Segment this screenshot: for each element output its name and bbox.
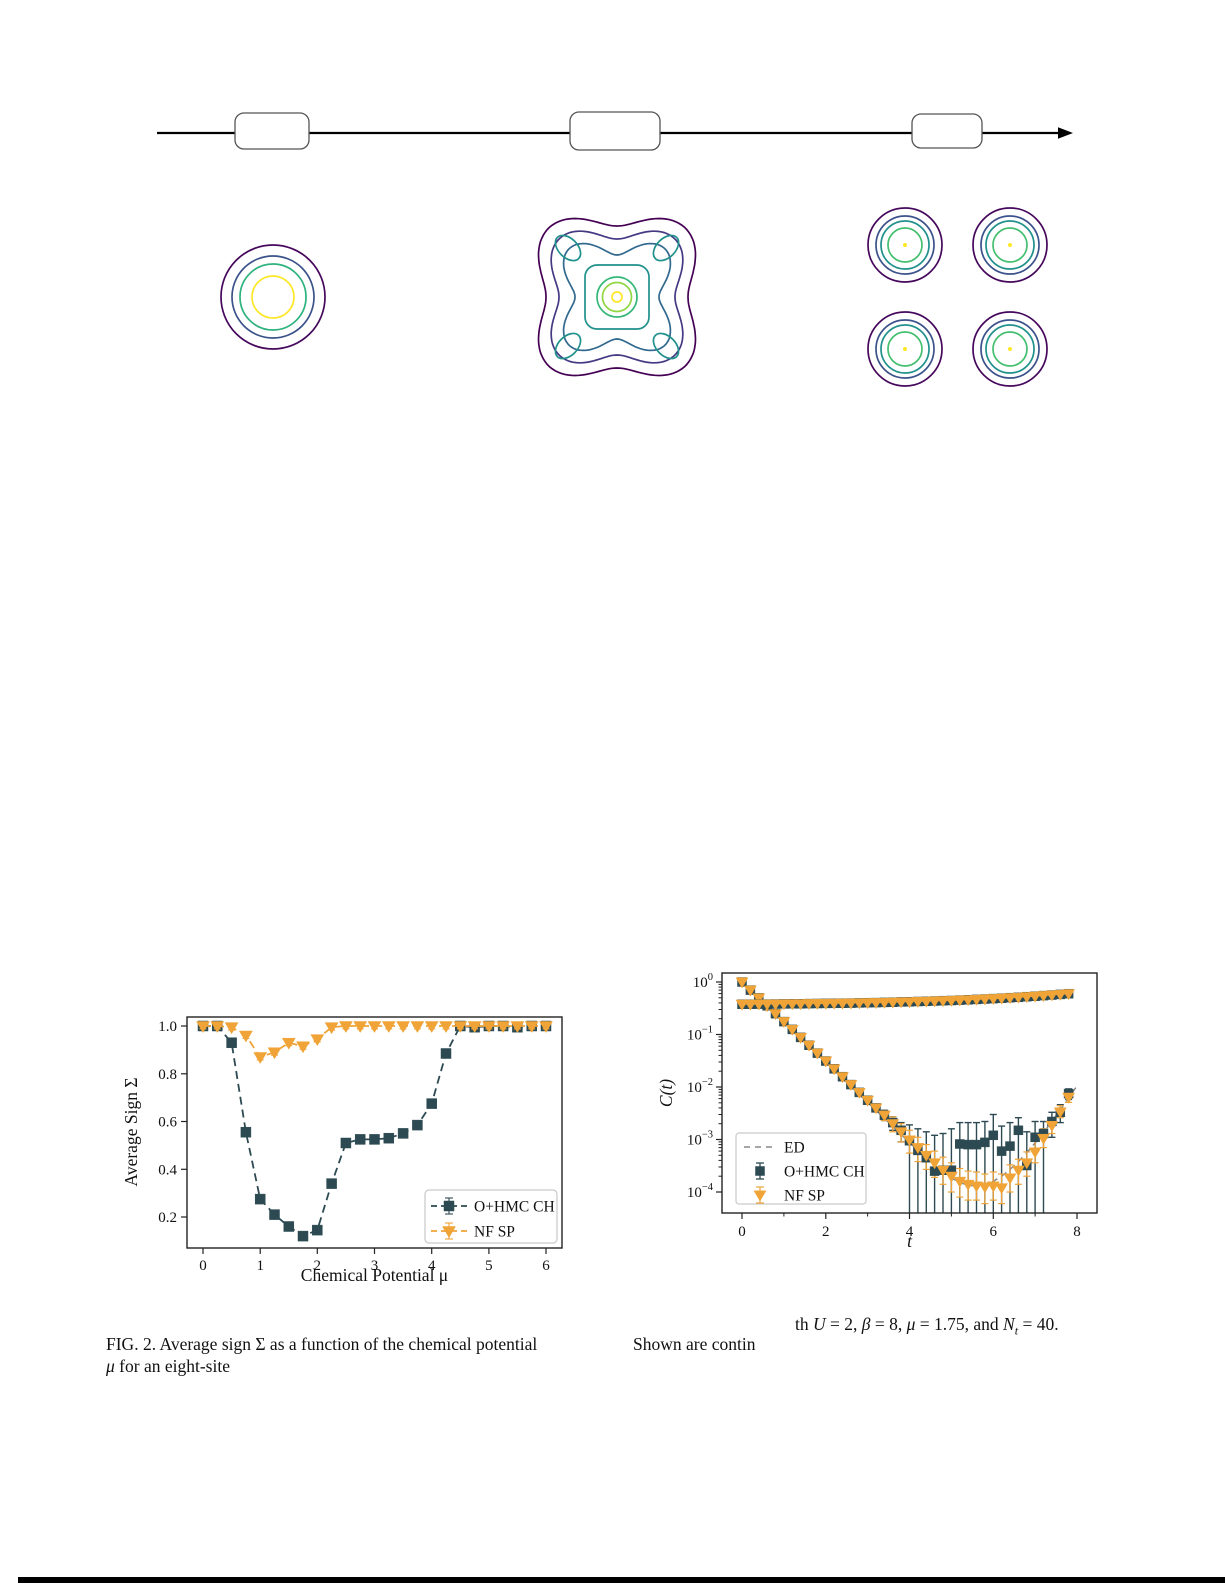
- legend: ED O+HMC CH NF SP: [735, 1132, 867, 1205]
- contour-single-well: [220, 244, 326, 350]
- caption-segment: t: [1014, 1323, 1019, 1338]
- svg-text:100: 100: [693, 972, 713, 991]
- flow-box: [911, 113, 983, 149]
- caption-segment: N: [1003, 1314, 1015, 1334]
- caption-column-fragment: Shown are contin: [633, 1334, 755, 1356]
- sign-chart: 0 1 2 3 4 5 6 0.2 0.4 0.6 0.8 1.0 Chemical Potential…: [121, 1016, 563, 1285]
- svg-text:0.2: 0.2: [158, 1210, 177, 1226]
- svg-text:0: 0: [199, 1258, 207, 1274]
- caption-fig2-line1: FIG. 2. Average sign Σ as a function of …: [106, 1334, 537, 1356]
- caption-segment: = 8,: [870, 1314, 907, 1334]
- caption-segment: β: [861, 1314, 871, 1334]
- x-axis-label: Chemical Potential μ: [301, 1265, 448, 1285]
- svg-text:0.6: 0.6: [158, 1115, 177, 1131]
- svg-text:6: 6: [542, 1258, 550, 1274]
- legend-label: NF SP: [784, 1188, 825, 1205]
- flow-box: [569, 111, 661, 151]
- legend-label: NF SP: [474, 1224, 515, 1241]
- correlator-chart: 0 2 4 6 8 100 10−1 10−2 10−3 10−4 t C(t) ED O+HMC CH N…: [656, 972, 1098, 1251]
- caption-segment: μ: [906, 1314, 916, 1334]
- svg-text:8: 8: [1073, 1224, 1081, 1240]
- legend-label: O+HMC CH: [784, 1164, 865, 1181]
- caption-segment: Shown are contin: [633, 1334, 756, 1354]
- caption-segment: = 2,: [825, 1314, 862, 1334]
- page-bottom-rule: [18, 1577, 1225, 1583]
- caption-parameters-fragment: th U = 2, β = 8, μ = 1.75, and Nt = 40.: [795, 1314, 1059, 1339]
- svg-text:10−4: 10−4: [687, 1182, 714, 1201]
- x-axis-label: t: [907, 1231, 913, 1251]
- svg-text:1: 1: [256, 1258, 264, 1274]
- y-axis-label: Average Sign Σ: [121, 1078, 141, 1187]
- arrow-head-icon: [1058, 127, 1073, 139]
- svg-text:6: 6: [990, 1224, 998, 1240]
- svg-text:4: 4: [906, 1224, 914, 1240]
- legend-label: ED: [784, 1140, 805, 1157]
- y-axis-label: C(t): [656, 1079, 676, 1107]
- caption-segment: U: [813, 1314, 826, 1334]
- caption-segment: for an eight-site: [114, 1356, 230, 1376]
- caption-segment: th: [795, 1314, 813, 1334]
- contour-quartic-well: [537, 217, 697, 377]
- legend: O+HMC CH NF SP: [424, 1189, 558, 1244]
- svg-text:4: 4: [428, 1258, 436, 1274]
- svg-text:2: 2: [314, 1258, 322, 1274]
- plot-area: [735, 977, 1078, 1213]
- contour-four-wells: [867, 207, 1048, 387]
- svg-text:10−1: 10−1: [687, 1025, 713, 1044]
- svg-text:10−2: 10−2: [687, 1077, 713, 1096]
- caption-segment: = 40.: [1018, 1314, 1059, 1334]
- caption-segment: = 1.75, and: [915, 1314, 1004, 1334]
- svg-text:0.8: 0.8: [158, 1067, 177, 1083]
- svg-text:0: 0: [738, 1224, 746, 1240]
- caption-fig2-line2: μ for an eight-site: [106, 1356, 230, 1378]
- caption-segment: μ: [106, 1356, 115, 1376]
- svg-text:0.4: 0.4: [158, 1162, 177, 1178]
- flow-diagram: [157, 111, 1073, 151]
- svg-text:1.0: 1.0: [158, 1019, 177, 1035]
- svg-text:2: 2: [822, 1224, 830, 1240]
- caption-segment: FIG. 2. Average sign Σ as a function of …: [106, 1334, 538, 1354]
- svg-text:5: 5: [485, 1258, 493, 1274]
- legend-label: O+HMC CH: [474, 1199, 555, 1216]
- flow-box: [234, 112, 310, 150]
- svg-text:10−3: 10−3: [687, 1130, 713, 1149]
- svg-text:3: 3: [371, 1258, 379, 1274]
